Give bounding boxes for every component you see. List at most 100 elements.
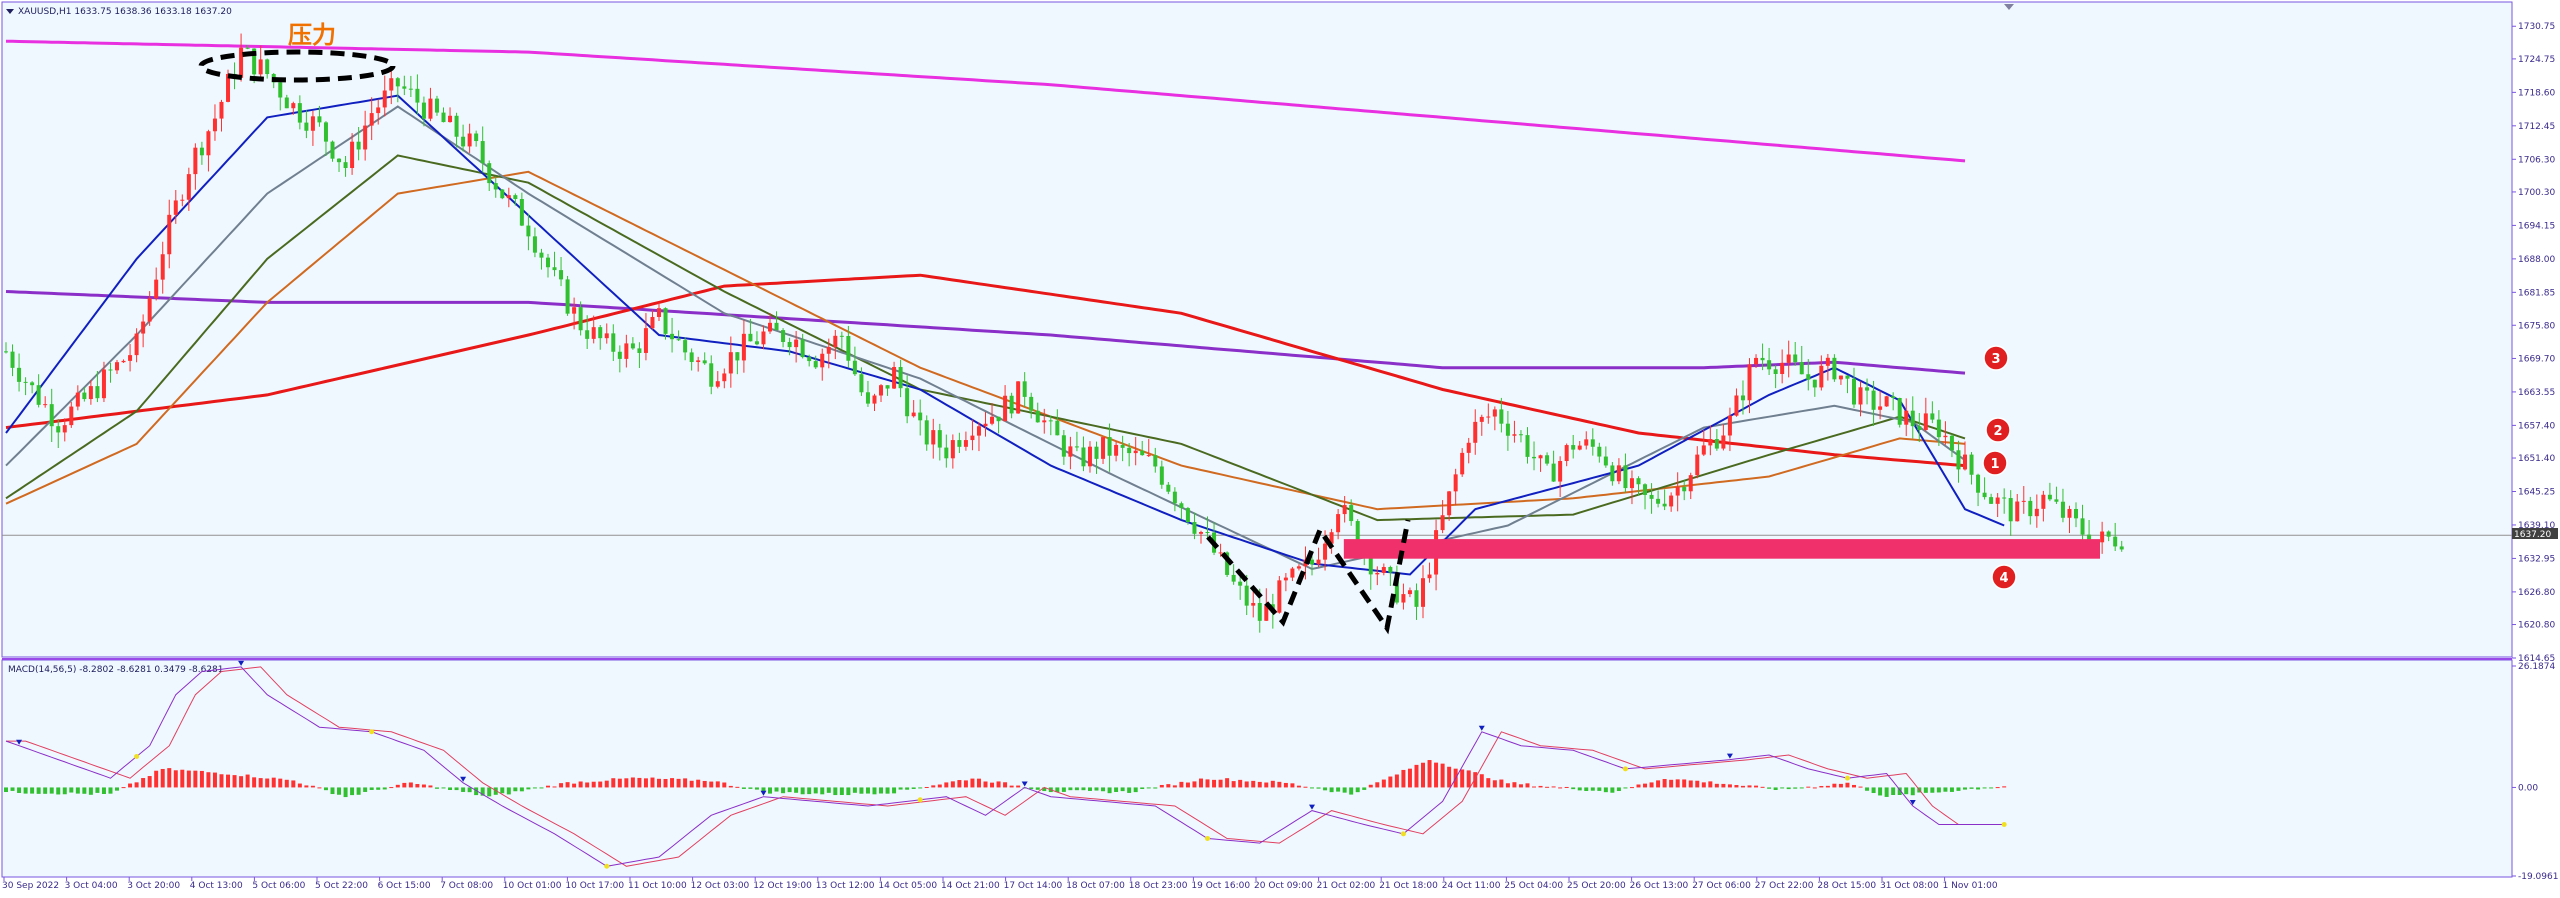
macd-bar-neg (4, 787, 8, 793)
macd-bar-neg (813, 787, 818, 794)
macd-bar-neg (356, 787, 361, 795)
macd-bar-neg (1910, 787, 1915, 796)
macd-bar-pos (1551, 786, 1556, 788)
candle-body-down (2008, 498, 2013, 522)
macd-bar-neg (768, 787, 773, 794)
scroll-marker-icon[interactable] (2004, 4, 2014, 10)
candle-body-down (1799, 362, 1804, 375)
macd-bar-pos (1499, 779, 1504, 788)
candle-body-up (1708, 439, 1713, 446)
candle-body-down (774, 322, 779, 331)
marker-badge-2 (1985, 417, 2011, 443)
time-tick-label: 18 Oct 07:00 (1066, 881, 1125, 891)
macd-bar-pos (617, 778, 622, 788)
macd-bar-pos (1381, 779, 1386, 788)
macd-bar-pos (585, 782, 590, 788)
candle-body-up (1473, 421, 1478, 443)
candle-body-up (1780, 362, 1785, 375)
candle-body-down (421, 102, 426, 119)
candle-body-up (376, 107, 381, 114)
candle-body-up (572, 307, 577, 314)
time-tick-label: 10 Oct 17:00 (565, 881, 624, 891)
candle-body-down (1773, 369, 1778, 375)
candle-body-down (1969, 454, 1974, 475)
ma-line-blue_ma (5, 94, 2005, 576)
candle-body-up (741, 333, 746, 361)
candle-body-up (1884, 396, 1889, 407)
macd-bar-neg (1127, 787, 1132, 793)
candle-body-up (219, 101, 224, 119)
macd-cross-dot-icon (134, 754, 140, 760)
macd-cross-dot-icon (604, 863, 610, 869)
candle-body-up (147, 298, 152, 322)
candle-body-down (317, 116, 322, 123)
macd-bar-neg (898, 787, 903, 790)
macd-bar-neg (49, 787, 54, 794)
candle-body-down (199, 147, 204, 156)
candle-body-up (794, 339, 799, 348)
candle-body-up (1538, 455, 1543, 459)
macd-bar-pos (950, 781, 955, 788)
candle-body-down (748, 333, 753, 342)
macd-bar-pos (1368, 784, 1373, 788)
macd-bar-pos (728, 785, 733, 788)
macd-bar-neg (1590, 787, 1595, 791)
macd-bar-neg (1081, 787, 1086, 791)
candle-body-down (1610, 465, 1615, 482)
macd-bar-pos (976, 778, 981, 788)
macd-bar-pos (689, 780, 694, 788)
macd-bar-pos (1264, 782, 1269, 788)
candle-body-down (1551, 463, 1556, 482)
macd-bar-pos (1466, 770, 1471, 788)
macd-bar-neg (1029, 787, 1034, 790)
macd-bar-pos (657, 778, 661, 788)
symbol-dropdown-icon[interactable] (6, 9, 14, 14)
candle-body-up (1701, 445, 1706, 455)
candle-body-up (1421, 578, 1426, 607)
candle-body-down (395, 78, 400, 87)
candle-body-up (186, 174, 191, 200)
time-tick-label: 5 Oct 06:00 (252, 881, 305, 891)
time-tick-label: 6 Oct 15:00 (378, 881, 431, 891)
macd-bar-pos (212, 772, 217, 788)
candle-body-up (180, 199, 185, 201)
macd-bar-neg (350, 787, 355, 796)
macd-bar-pos (1238, 779, 1243, 788)
macd-bar-neg (1616, 787, 1621, 792)
macd-bar-pos (291, 780, 296, 788)
candle-body-down (585, 330, 590, 339)
candle-body-up (173, 200, 178, 215)
candle-body-down (2106, 531, 2111, 537)
candle-body-up (604, 333, 609, 339)
candle-body-down (304, 122, 309, 131)
macd-bar-pos (611, 778, 616, 788)
candle-body-down (1845, 375, 1850, 379)
macd-bar-pos (1525, 783, 1530, 788)
macd-bar-pos (310, 785, 315, 788)
macd-bar-neg (833, 787, 838, 796)
macd-bar-pos (552, 786, 557, 788)
candle-body-down (513, 195, 518, 200)
candle-body-up (696, 360, 701, 363)
candle-body-down (1159, 466, 1164, 485)
marker-label-2: 2 (1993, 424, 2002, 439)
macd-bar-pos (996, 781, 1001, 788)
macd-bar-pos (1701, 782, 1706, 788)
macd-cross-dot-icon (1205, 835, 1211, 841)
candle-body-up (167, 214, 172, 255)
candle-body-down (754, 341, 759, 345)
candle-body-up (1727, 415, 1732, 436)
macd-bar-neg (1956, 787, 1961, 791)
macd-bar-neg (1610, 787, 1615, 793)
candle-body-down (474, 133, 479, 142)
candle-body-down (670, 333, 675, 340)
candle-body-down (1179, 503, 1184, 509)
candle-body-up (950, 440, 955, 459)
candle-body-up (1858, 387, 1863, 405)
candle-body-up (310, 116, 315, 131)
macd-bar-pos (931, 785, 936, 788)
macd-bar-pos (1303, 786, 1308, 788)
time-tick-label: 1 Nov 01:00 (1943, 881, 1998, 891)
candle-body-down (1205, 532, 1210, 534)
candle-body-up (212, 118, 217, 132)
